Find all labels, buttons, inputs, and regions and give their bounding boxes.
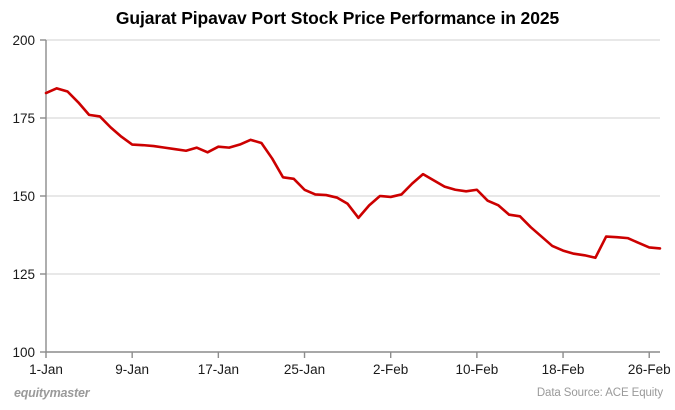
chart-plot-area: 100 125 150 175 200 1-Jan 9-Jan 17-Jan 25-Jan 2-…: [12, 33, 671, 377]
x-axis-tick-label: 18-Feb: [542, 362, 585, 377]
y-axis-tick-label: 150: [12, 189, 35, 204]
price-line-path: [44, 87, 662, 260]
x-axis-tick-label: 17-Jan: [198, 362, 239, 377]
price-series: [44, 87, 662, 260]
x-axis-tick-label: 10-Feb: [455, 362, 498, 377]
data-source-label: Data Source: ACE Equity: [536, 387, 663, 399]
y-axis-tick-label: 100: [12, 345, 35, 360]
page-title: Gujarat Pipavav Port Stock Price Perform…: [115, 8, 560, 28]
gridlines: [46, 39, 660, 353]
line-chart-svg: 100 125 150 175 200 1-Jan 9-Jan 17-Jan 25-Jan 2-…: [12, 33, 671, 377]
x-axis-tick-label: 2-Feb: [373, 362, 408, 377]
y-axis-tick-label: 175: [12, 111, 35, 126]
x-axis-tick-label: 1-Jan: [29, 362, 63, 377]
equitymaster-logo: equitymaster: [14, 386, 90, 400]
y-axis-tick-label: 200: [12, 33, 35, 48]
x-axis-tick-label: 26-Feb: [628, 362, 671, 377]
chart-footer: equitymaster Data Source: ACE Equity: [0, 380, 675, 410]
x-axis-ticks: 1-Jan 9-Jan 17-Jan 25-Jan 2-Feb 10-Feb 18-Feb 2…: [29, 352, 671, 377]
y-axis-ticks: 100 125 150 175 200: [12, 33, 46, 360]
y-axis-tick-label: 125: [12, 267, 35, 282]
x-axis-tick-label: 9-Jan: [115, 362, 149, 377]
x-axis-tick-label: 25-Jan: [284, 362, 325, 377]
